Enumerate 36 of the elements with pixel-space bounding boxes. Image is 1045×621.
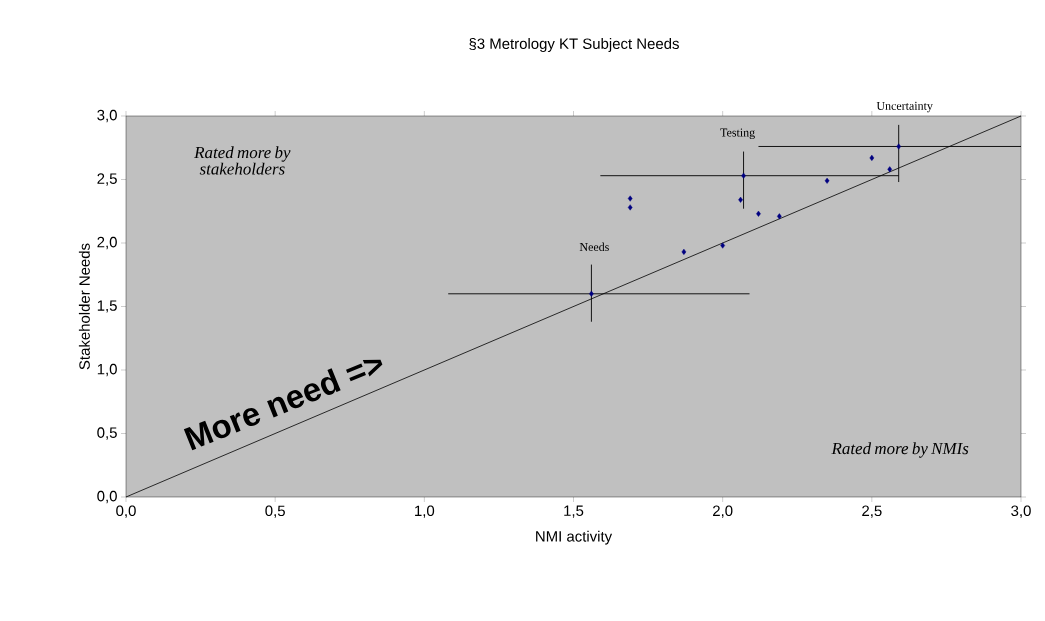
point xyxy=(887,166,893,173)
point xyxy=(777,213,782,220)
y-tick-label: 2,0 xyxy=(97,236,117,250)
point xyxy=(720,242,725,249)
point xyxy=(627,204,633,211)
x-tick-label: 0,5 xyxy=(265,505,285,518)
annotation: Rated more by stakeholders xyxy=(194,146,291,175)
y-tick-label: 1,5 xyxy=(97,300,117,313)
annotation: Rated more by NMIs xyxy=(831,442,969,458)
x-tick-label: 1,0 xyxy=(415,505,435,518)
y-tick-label: 0,5 xyxy=(97,427,117,440)
point xyxy=(741,172,746,179)
y-tick-label: 3,0 xyxy=(97,109,117,123)
y-tick-label: 2,5 xyxy=(97,173,117,186)
x-axis-title: NMI activity xyxy=(536,530,613,545)
x-tick-label: 2,5 xyxy=(862,505,882,518)
chart-title: §3 Metrology KT Subject Needs xyxy=(469,38,679,52)
annotation: Testing xyxy=(720,128,755,140)
x-tick-label: 3,0 xyxy=(1011,505,1031,518)
point xyxy=(589,290,594,297)
point xyxy=(824,177,830,184)
point xyxy=(627,195,633,202)
x-tick-label: 2,0 xyxy=(713,505,733,518)
annotation: Needs xyxy=(579,242,609,252)
point xyxy=(756,210,761,217)
point xyxy=(869,154,875,161)
x-tick-label: 1,5 xyxy=(564,505,584,518)
annotation: More need => xyxy=(183,359,383,451)
x-tick-label: 0,0 xyxy=(116,505,136,518)
y-tick-label: 0,0 xyxy=(97,490,117,504)
point xyxy=(738,196,743,203)
point xyxy=(681,248,687,255)
point xyxy=(896,143,901,150)
text: Uncertainty xyxy=(876,101,933,113)
y-axis-title: Stakeholder Needs xyxy=(78,243,90,370)
y-tick-label: 1,0 xyxy=(97,363,117,377)
